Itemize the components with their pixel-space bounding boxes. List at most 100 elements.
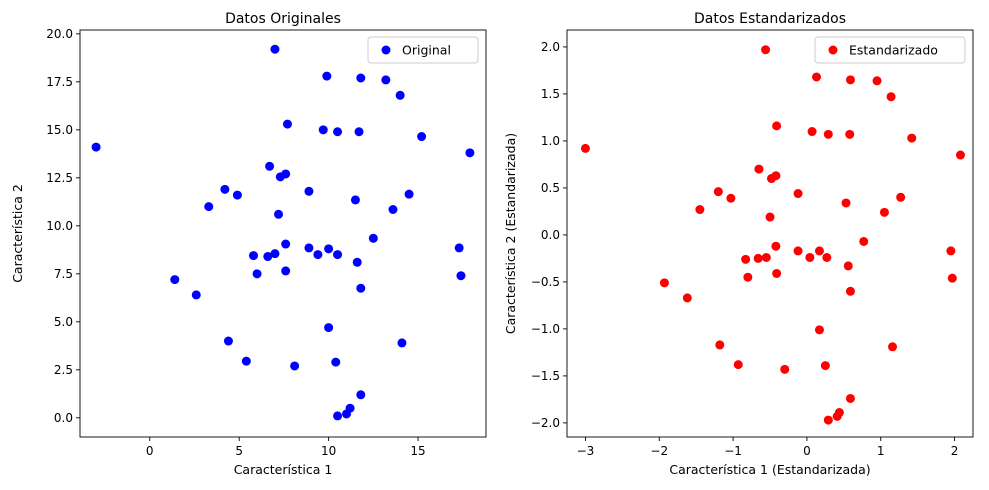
legend-marker bbox=[828, 45, 838, 55]
data-point bbox=[322, 71, 332, 81]
data-point bbox=[907, 133, 917, 143]
y-axis-label: Característica 2 (Estandarizada) bbox=[503, 133, 518, 334]
data-point bbox=[682, 293, 692, 303]
x-axis-label: Característica 1 (Estandarizada) bbox=[669, 462, 870, 477]
x-tick-label: −1 bbox=[724, 444, 742, 458]
legend-label: Original bbox=[402, 43, 451, 58]
x-tick-label: 10 bbox=[321, 444, 336, 458]
legend-box bbox=[367, 36, 479, 64]
data-point bbox=[947, 273, 957, 283]
data-point bbox=[263, 252, 273, 262]
data-point bbox=[395, 90, 405, 100]
y-tick-label: −1.0 bbox=[531, 322, 560, 336]
data-point bbox=[879, 207, 889, 217]
data-point bbox=[807, 127, 817, 137]
data-point bbox=[946, 246, 956, 256]
data-point bbox=[733, 360, 743, 370]
y-tick-label: 1.0 bbox=[541, 134, 560, 148]
data-point bbox=[397, 338, 407, 348]
x-tick-label: 5 bbox=[235, 444, 243, 458]
data-point bbox=[823, 129, 833, 139]
legend-marker bbox=[381, 45, 391, 55]
data-point bbox=[753, 253, 763, 263]
data-point bbox=[324, 244, 334, 254]
x-tick-label: 15 bbox=[410, 444, 425, 458]
data-point bbox=[352, 257, 362, 267]
y-tick-label: 2.5 bbox=[54, 363, 73, 377]
data-point bbox=[955, 150, 965, 160]
data-point bbox=[772, 268, 782, 278]
data-point bbox=[324, 323, 334, 333]
data-point bbox=[170, 275, 180, 285]
data-point bbox=[381, 75, 391, 85]
x-tick-label: 1 bbox=[877, 444, 885, 458]
data-point bbox=[896, 192, 906, 202]
data-point bbox=[350, 195, 360, 205]
data-point bbox=[793, 189, 803, 199]
data-point bbox=[223, 336, 233, 346]
plot-frame bbox=[566, 29, 974, 438]
y-tick-label: 5.0 bbox=[54, 315, 73, 329]
data-point bbox=[417, 132, 427, 142]
data-point bbox=[252, 269, 262, 279]
data-point bbox=[845, 286, 855, 296]
data-point bbox=[388, 205, 398, 215]
data-point bbox=[454, 243, 464, 253]
data-point bbox=[820, 361, 830, 371]
data-point bbox=[859, 236, 869, 246]
original-data-plot: 0 5 10 15 0.0 2.5 5.0 7.5 10.0 12.5 15.0 17.5 20.0 Da… bbox=[10, 11, 487, 477]
data-point bbox=[356, 283, 366, 293]
data-point bbox=[715, 340, 725, 350]
data-point bbox=[356, 390, 366, 400]
y-tick-label: 20.0 bbox=[46, 27, 73, 41]
data-point bbox=[780, 364, 790, 374]
y-tick-label: 2.0 bbox=[541, 40, 560, 54]
data-point bbox=[304, 243, 314, 253]
y-tick-label: −0.5 bbox=[531, 275, 560, 289]
chart-title: Datos Estandarizados bbox=[694, 11, 846, 27]
data-point bbox=[270, 249, 280, 259]
data-point bbox=[771, 171, 781, 181]
data-point bbox=[290, 361, 300, 371]
x-tick-label: 0 bbox=[803, 444, 811, 458]
data-point bbox=[886, 92, 896, 102]
y-tick-label: 10.0 bbox=[46, 219, 73, 233]
data-point bbox=[274, 209, 284, 219]
data-point bbox=[805, 252, 815, 262]
data-point bbox=[456, 271, 466, 281]
data-point bbox=[741, 254, 751, 264]
data-point bbox=[465, 148, 475, 158]
data-point bbox=[356, 73, 366, 83]
data-point bbox=[191, 290, 201, 300]
y-tick-label: 0.0 bbox=[541, 228, 560, 242]
data-point bbox=[304, 186, 314, 196]
y-tick-label: 12.5 bbox=[46, 171, 73, 185]
y-tick-label: 15.0 bbox=[46, 123, 73, 137]
y-tick-label: −2.0 bbox=[531, 416, 560, 430]
data-point bbox=[204, 202, 214, 212]
data-point bbox=[333, 127, 343, 137]
data-point bbox=[281, 266, 291, 276]
data-point bbox=[771, 241, 781, 251]
data-point bbox=[345, 403, 355, 413]
x-axis-label: Característica 1 bbox=[234, 462, 333, 477]
y-tick-label: 7.5 bbox=[54, 267, 73, 281]
data-point bbox=[91, 142, 101, 152]
data-point bbox=[713, 187, 723, 197]
data-point bbox=[333, 250, 343, 260]
data-point bbox=[772, 121, 782, 131]
data-point bbox=[333, 411, 343, 421]
data-point bbox=[281, 169, 291, 179]
data-point bbox=[845, 393, 855, 403]
data-point bbox=[368, 233, 378, 243]
data-point bbox=[331, 357, 341, 367]
data-point bbox=[814, 246, 824, 256]
data-point bbox=[726, 193, 736, 203]
data-point bbox=[754, 164, 764, 174]
y-tick-label: 0.5 bbox=[541, 181, 560, 195]
data-point bbox=[232, 190, 242, 200]
y-axis-label: Característica 2 bbox=[10, 184, 25, 283]
data-point bbox=[220, 184, 230, 194]
y-tick-label: −1.5 bbox=[531, 369, 560, 383]
